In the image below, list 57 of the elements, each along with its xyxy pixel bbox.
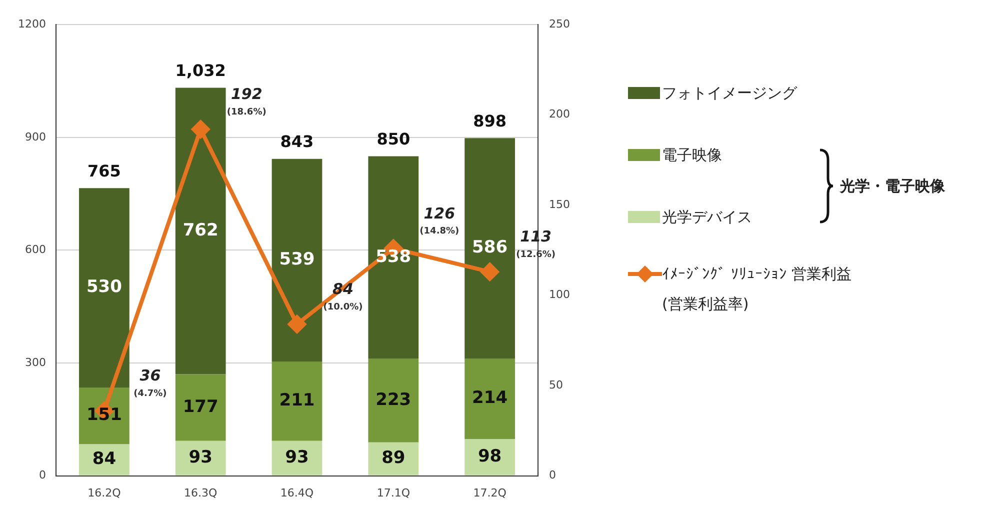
y-tick-label: 900 <box>24 130 46 144</box>
data-label: 211 <box>279 390 315 411</box>
bar <box>464 438 515 476</box>
point <box>192 120 210 138</box>
bar <box>464 138 515 358</box>
data-label: 223 <box>376 390 412 410</box>
point <box>480 262 499 281</box>
x-tick-label: 16.4Q <box>280 486 314 500</box>
bar <box>272 158 322 362</box>
y-tick-label: 1200 <box>18 17 46 30</box>
bar <box>175 440 226 476</box>
point <box>288 315 306 334</box>
x-tick-label: 17.2Q <box>473 486 507 500</box>
data-label: 89 <box>382 448 406 468</box>
data-label: 192 (18.6%) <box>226 85 266 118</box>
y2-tick-label: 250 <box>549 17 570 30</box>
legend-label: 光学デバイス <box>662 208 752 226</box>
y2-tick-label: 100 <box>549 288 570 302</box>
y2-tick-label: 200 <box>549 108 570 121</box>
y2-tick-label: 150 <box>549 198 570 211</box>
x-tick-label: 17.1Q <box>376 486 410 500</box>
data-label: 84 <box>92 449 116 470</box>
legend-label: フォトイメージング <box>662 84 797 102</box>
legend-label: ｲﾒｰｼﾞﾝｸﾞ ｿﾘｭｰｼｮﾝ 営業利益 (営業利益率) <box>662 264 853 315</box>
bar <box>79 188 130 388</box>
data-label: 762 <box>182 220 218 240</box>
bar <box>175 374 226 441</box>
y-tick-label: 0 <box>38 468 46 482</box>
bar <box>368 156 419 358</box>
data-label: 126 (14.8%) <box>420 204 460 237</box>
total-label: 850 <box>376 129 410 148</box>
bar <box>368 358 419 442</box>
data-label: 98 <box>478 446 502 467</box>
bar <box>272 361 322 441</box>
data-label: 530 <box>86 277 122 298</box>
total-label: 843 <box>280 132 314 151</box>
data-label: 586 <box>472 238 508 258</box>
bar <box>464 358 515 439</box>
bar <box>79 444 130 476</box>
text: 光学・電子映像 <box>840 176 945 196</box>
data-label: 36 (4.7%) <box>134 366 167 400</box>
data-label: 177 <box>182 396 218 417</box>
data-label: 93 <box>285 447 309 468</box>
total-label: 898 <box>473 111 507 130</box>
y-tick-label: 300 <box>24 356 46 369</box>
data-label: 539 <box>279 250 315 270</box>
x-tick-label: 16.3Q <box>184 486 218 500</box>
total-label: 765 <box>87 161 121 180</box>
total-label: 1,032 <box>175 60 226 80</box>
data-label: 93 <box>188 447 212 468</box>
legend-label: 電子映像 <box>662 146 722 164</box>
data-label: 214 <box>472 388 508 408</box>
x-tick-label: 16.2Q <box>88 486 122 500</box>
y2-tick-label: 0 <box>549 468 556 482</box>
bar <box>175 88 226 374</box>
y2-tick-label: 50 <box>549 378 564 392</box>
y-tick-label: 600 <box>24 243 46 256</box>
